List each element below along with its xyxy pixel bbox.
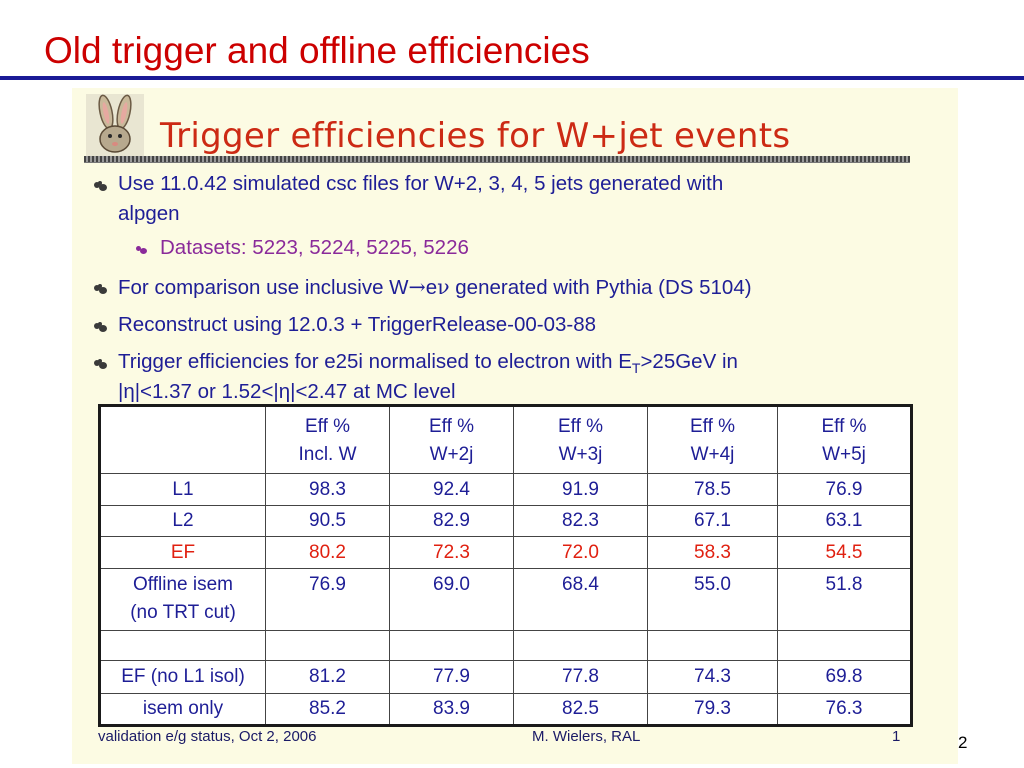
sub-bullet-text: Datasets: 5223, 5224, 5225, 5226 [160,236,469,259]
row-label: isem only [99,693,266,726]
row-label: EF (no L1 isol) [99,660,266,694]
efficiency-table: Eff % Incl. W Eff % W+2j Eff % W+3j Eff % W+… [98,404,913,727]
table-cell: 77.9 [389,660,514,694]
table-cell-empty [99,630,266,661]
table-cell: 67.1 [647,505,778,537]
bullet-text-part: >25GeV in [640,350,738,373]
bunny-mascot-icon [86,94,144,156]
bullet-text-continued: |η|<1.37 or 1.52<|η|<2.47 at MC level [118,380,456,403]
header-line2: W+4j [690,444,735,465]
table-header-cell: Eff % W+4j [647,405,778,474]
bullet-text-continued: alpgen [118,202,180,225]
footer-inner-page-number: 1 [892,728,901,745]
table-row-empty [99,630,912,661]
bullet-text: For comparison use inclusive W→eν genera… [118,273,752,302]
row-label: L1 [99,473,266,506]
bullet-text: Use 11.0.42 simulated csc files for W+2,… [118,172,724,195]
bullet-icon [94,322,108,332]
table-cell: 58.3 [647,536,778,569]
bullet-icon [94,284,108,294]
table-cell: 78.5 [647,473,778,506]
table-cell: 76.3 [777,693,912,726]
table-cell: 72.0 [513,536,648,569]
row-label: Offline isem (no TRT cut) [99,568,266,631]
header-line1: Eff % [689,416,736,437]
table-cell: 69.0 [389,568,514,631]
table-header-cell: Eff % Incl. W [265,405,390,474]
bullet-text-part: generated with Pythia (DS 5104) [449,276,752,299]
bullet-icon [94,359,108,369]
header-line1: Eff % [304,416,351,437]
table-cell: 76.9 [777,473,912,506]
panel-title-rule [84,156,910,162]
row-label-line1: Offline isem [133,574,233,595]
table-cell: 54.5 [777,536,912,569]
header-line1: Eff % [428,416,475,437]
table-cell: 81.2 [265,660,390,694]
table-cell-empty [777,630,912,661]
table-cell: 74.3 [647,660,778,694]
table-cell: 69.8 [777,660,912,694]
row-label: L2 [99,505,266,537]
table-cell-empty [647,630,778,661]
table-header-cell: Eff % W+3j [513,405,648,474]
title-divider [0,76,1024,80]
table-cell: 85.2 [265,693,390,726]
table-cell: 77.8 [513,660,648,694]
header-line2: W+2j [429,444,474,465]
table-cell: 63.1 [777,505,912,537]
table-cell: 72.3 [389,536,514,569]
slide-page-number: 2 [958,733,968,752]
table-header-cell: Eff % W+2j [389,405,514,474]
table-row-isem-only: isem only 85.2 83.9 82.5 79.3 76.3 [99,693,912,726]
table-header-empty [99,405,266,474]
header-line2: Incl. W [298,444,357,465]
table-cell: 82.3 [513,505,648,537]
table-cell: 82.5 [513,693,648,726]
footer-author: M. Wielers, RAL [532,728,641,745]
subscript-t: T [631,360,641,377]
nu-symbol: ν [437,275,450,299]
bullet-text-part: Trigger efficiencies for e25i normalised… [118,350,632,373]
table-cell-empty [513,630,648,661]
bullet-text-part: e [425,276,438,299]
header-line2: W+5j [822,444,866,465]
header-line2: W+3j [558,444,603,465]
table-row-l1: L1 98.3 92.4 91.9 78.5 76.9 [99,473,912,506]
table-cell: 76.9 [265,568,390,631]
table-row-l2: L2 90.5 82.9 82.3 67.1 63.1 [99,505,912,537]
panel-title-rule-line [84,162,910,163]
footer-left-text: validation e/g status, Oct 2, 2006 [98,728,317,745]
table-header-row: Eff % Incl. W Eff % W+2j Eff % W+3j Eff % W+… [99,405,912,474]
table-header-cell: Eff % W+5j [777,405,912,474]
slide-title: Old trigger and offline efficiencies [44,30,590,71]
table-row-ef: EF 80.2 72.3 72.0 58.3 54.5 [99,536,912,569]
table-cell: 82.9 [389,505,514,537]
table-cell-empty [265,630,390,661]
table-row-offline-isem: Offline isem (no TRT cut) 76.9 69.0 68.4 … [99,568,912,631]
bullet-text: Reconstruct using 12.0.3 + TriggerReleas… [118,313,597,336]
table-cell: 91.9 [513,473,648,506]
row-label-line2: (no TRT cut) [130,602,236,623]
row-label: EF [99,536,266,569]
table-cell: 68.4 [513,568,648,631]
table-cell: 90.5 [265,505,390,537]
table-cell: 98.3 [265,473,390,506]
table-cell-empty [389,630,514,661]
bullet-text: Trigger efficiencies for e25i normalised… [118,348,738,382]
sub-bullet-icon [136,245,150,255]
arrow-symbol: → [408,275,426,299]
bullet-icon [94,181,108,191]
table-row-ef-no-l1-isol: EF (no L1 isol) 81.2 77.9 77.8 74.3 69.8 [99,660,912,694]
table-cell: 79.3 [647,693,778,726]
header-line1: Eff % [821,416,867,437]
bullet-text-part: For comparison use inclusive W [118,276,409,299]
table-cell: 80.2 [265,536,390,569]
table-cell: 83.9 [389,693,514,726]
table-cell: 51.8 [777,568,912,631]
panel-title: Trigger efficiencies for W+jet events [160,116,791,156]
header-line1: Eff % [557,416,604,437]
table-cell: 55.0 [647,568,778,631]
table-cell: 92.4 [389,473,514,506]
